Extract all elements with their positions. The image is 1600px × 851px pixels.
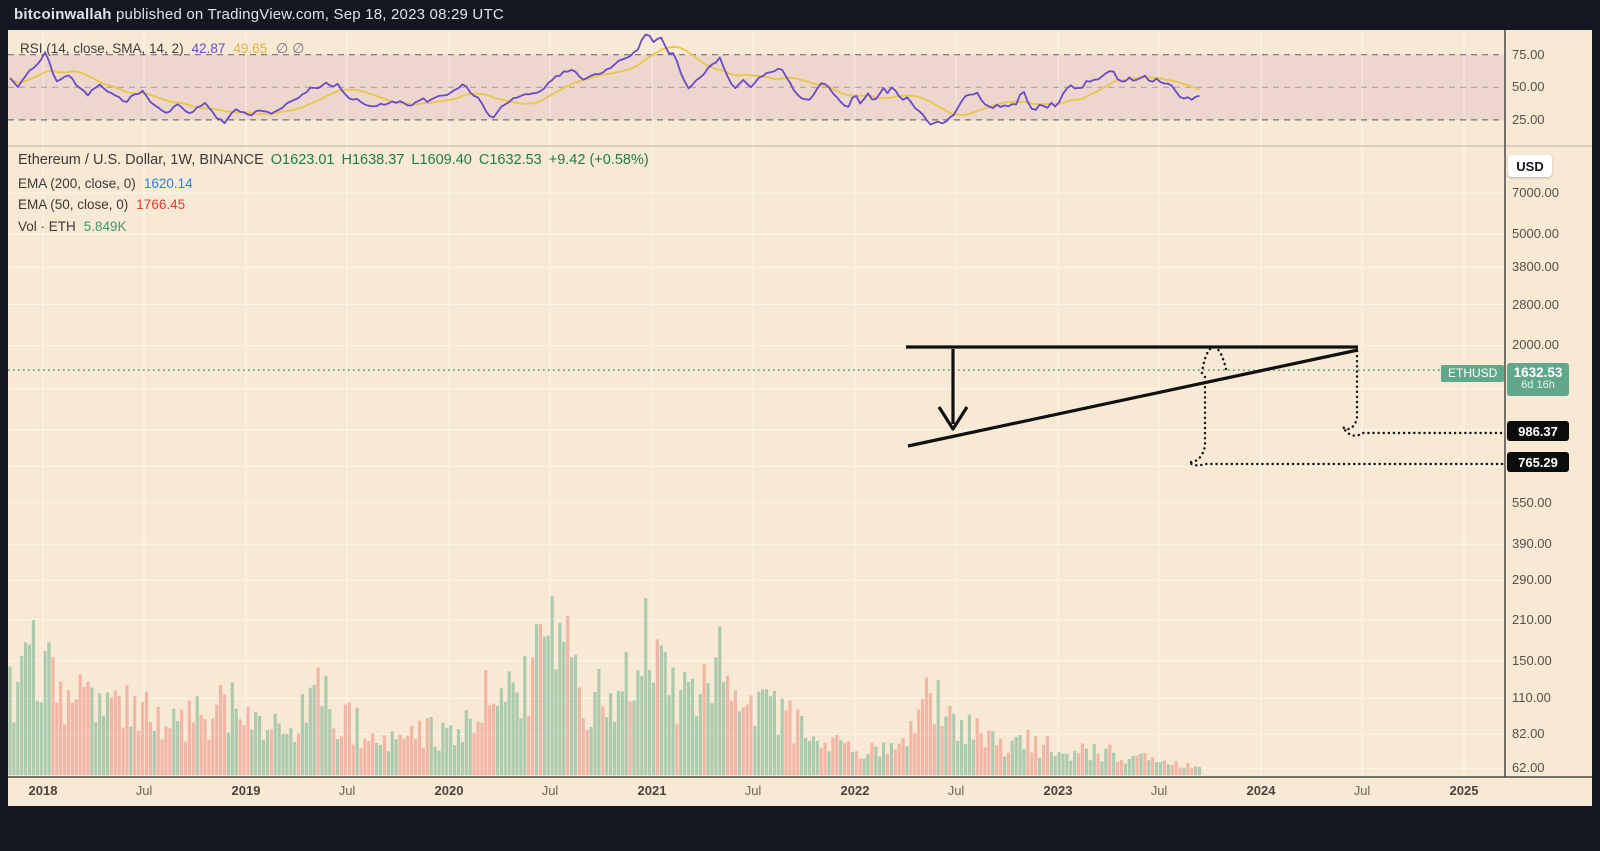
rsi-title: RSI (14, close, SMA, 14, 2) <box>20 41 184 56</box>
time-axis-label: 2022 <box>840 783 870 798</box>
volume-label[interactable]: Vol · ETH <box>18 218 76 234</box>
price-axis-label: 290.00 <box>1512 572 1552 588</box>
rsi-axis-label: 25.00 <box>1512 111 1545 127</box>
ohlc-change: +9.42 (+0.58%) <box>548 152 649 168</box>
time-axis-label: Jul <box>1150 783 1168 798</box>
rsi-value: 42.87 <box>191 41 226 56</box>
time-axis-label: Jul <box>947 783 965 798</box>
price-axis-label: 82.00 <box>1512 726 1545 742</box>
rsi-empty-flags: ∅ ∅ <box>276 40 305 56</box>
price-axis-label: 550.00 <box>1512 494 1552 510</box>
symbol-price-tag: ETHUSD <box>1441 365 1505 382</box>
time-axis-label: 2025 <box>1449 783 1479 798</box>
price-axis-label: 7000.00 <box>1512 185 1559 200</box>
time-axis-label: 2019 <box>231 783 261 798</box>
volume-value: 5.849K <box>83 218 127 234</box>
time-axis-label: Jul <box>135 783 153 798</box>
time-axis-label: 2020 <box>434 783 464 798</box>
ema50-label[interactable]: EMA (50, close, 0) <box>18 197 129 213</box>
symbol-title[interactable]: Ethereum / U.S. Dollar, 1W, BINANCE <box>18 152 264 168</box>
time-axis-label: 2021 <box>637 783 667 798</box>
byline-text: published on TradingView.com, Sep 18, 20… <box>111 6 504 23</box>
price-axis-label: 62.00 <box>1512 760 1545 776</box>
rsi-axis-label: 50.00 <box>1512 79 1545 95</box>
price-axis-label: 110.00 <box>1512 690 1551 706</box>
time-axis-label: Jul <box>1353 783 1371 798</box>
time-axis-label: 2024 <box>1246 783 1276 798</box>
last-price: 1632.53 <box>1513 365 1563 380</box>
bar-countdown: 6d 16h <box>1521 379 1555 391</box>
rsi-axis-label: 75.00 <box>1512 46 1545 62</box>
currency-usd-button[interactable]: USD <box>1508 155 1552 177</box>
ohlc-close: C1632.53 <box>478 152 542 168</box>
ohlc-low: L1609.40 <box>411 152 472 168</box>
target-price-badge-765: 765.29 <box>1507 452 1569 473</box>
rsi-legend: RSI (14, close, SMA, 14, 2) 42.87 49.65 ∅ ∅ <box>20 40 304 57</box>
time-axis-label: Jul <box>744 783 762 798</box>
published-byline: bitcoinwallah published on TradingView.c… <box>14 6 504 23</box>
time-axis-label: Jul <box>338 783 356 798</box>
author-name: bitcoinwallah <box>14 6 112 23</box>
price-axis-label: 3800.00 <box>1512 259 1559 275</box>
price-axis-label: 5000.00 <box>1512 225 1559 241</box>
main-legend: Ethereum / U.S. Dollar, 1W, BINANCE O1623… <box>18 152 649 240</box>
footer-bar: TradingView <box>0 806 1600 851</box>
target-price-badge-986: 986.37 <box>1507 421 1569 442</box>
time-axis-label: 2018 <box>28 783 58 798</box>
price-axis-label: 2000.00 <box>1512 337 1559 353</box>
time-axis-label: Jul <box>541 783 559 798</box>
ema200-value: 1620.14 <box>143 175 193 191</box>
time-axis-label: 2023 <box>1043 783 1073 798</box>
ema50-value: 1766.45 <box>136 197 186 213</box>
last-price-badge: 1632.53 6d 16h <box>1507 363 1569 396</box>
ohlc-open: O1623.01 <box>270 152 335 168</box>
price-axis-label: 2800.00 <box>1512 296 1559 312</box>
price-axis-label: 150.00 <box>1512 652 1552 668</box>
rsi-sma-value: 49.65 <box>233 41 268 56</box>
price-axis-label: 210.00 <box>1512 611 1552 627</box>
price-axis-label: 390.00 <box>1512 536 1552 552</box>
ema200-label[interactable]: EMA (200, close, 0) <box>18 175 136 191</box>
ohlc-high: H1638.37 <box>341 152 405 168</box>
